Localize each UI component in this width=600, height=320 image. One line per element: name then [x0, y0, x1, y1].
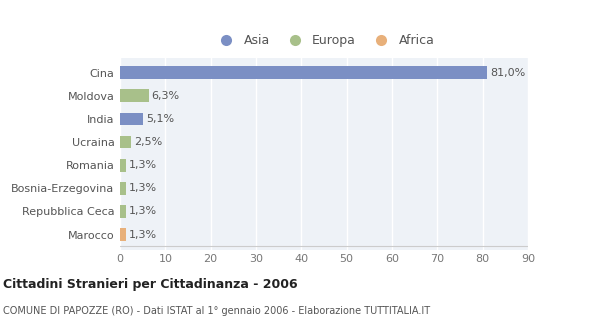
Bar — [120, 205, 126, 218]
Legend: Asia, Europa, Africa: Asia, Europa, Africa — [208, 29, 439, 52]
Bar — [120, 66, 487, 79]
Text: COMUNE DI PAPOZZE (RO) - Dati ISTAT al 1° gennaio 2006 - Elaborazione TUTTITALIA: COMUNE DI PAPOZZE (RO) - Dati ISTAT al 1… — [3, 306, 430, 316]
Bar — [120, 159, 126, 172]
Text: 5,1%: 5,1% — [146, 114, 174, 124]
Bar — [120, 182, 126, 195]
Text: Cittadini Stranieri per Cittadinanza - 2006: Cittadini Stranieri per Cittadinanza - 2… — [3, 278, 298, 291]
Bar — [120, 90, 149, 102]
Text: 1,3%: 1,3% — [128, 160, 157, 170]
Text: 1,3%: 1,3% — [128, 183, 157, 193]
Text: 1,3%: 1,3% — [128, 229, 157, 239]
Bar — [120, 228, 126, 241]
Bar — [120, 136, 131, 148]
Text: 1,3%: 1,3% — [128, 206, 157, 216]
Text: 2,5%: 2,5% — [134, 137, 163, 147]
Text: 6,3%: 6,3% — [151, 91, 179, 101]
Text: 81,0%: 81,0% — [490, 68, 525, 78]
Bar — [120, 113, 143, 125]
